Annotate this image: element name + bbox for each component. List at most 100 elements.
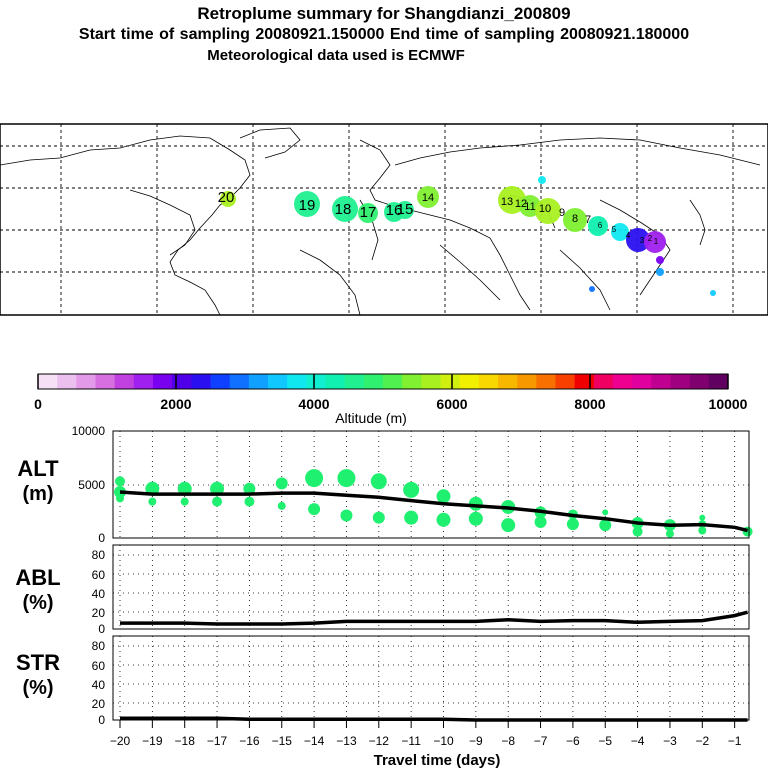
colorbar-ticks: 0 2000 4000 6000 8000 10000 [34,374,748,412]
x-tick-label: −20 [110,734,131,748]
plume-day-label: 9 [559,207,565,219]
colorbar-cell [306,374,326,389]
plume-blob [358,203,378,223]
plume-day-label: 19 [299,197,316,214]
plume-blob [332,196,358,222]
plume-blob [626,228,650,252]
alt-ytick-0: 0 [98,531,105,545]
abl-ytick-80: 80 [92,548,106,562]
colorbar-cell [555,374,576,389]
plume-blob [611,223,629,241]
x-tick-label: −18 [175,734,196,748]
plume-day-label: 6 [598,221,603,230]
colorbar-cell [536,374,556,389]
x-tick-label: −5 [598,734,612,748]
x-tick-label: −9 [469,734,483,748]
alt-dot [212,496,223,507]
alt-grid [113,431,749,538]
colorbar-cell [229,374,250,389]
alt-panel-unit: (m) [22,483,53,505]
x-tick-label: −13 [336,734,357,748]
alt-dot [277,501,286,510]
plume-blob [396,201,414,219]
str-panel: STR (%) 80 60 40 20 0 [16,635,750,727]
colorbar-tick-label: 0 [34,396,42,412]
sampling-times: Start time of sampling 20080921.150000 E… [78,26,690,43]
alt-dot [180,497,189,506]
abl-panel: ABL (%) 80 60 40 20 0 [15,544,750,636]
alt-dot [340,509,353,522]
abl-grid [113,545,749,629]
alt-ytick-10000: 10000 [72,424,106,438]
alt-dot [275,477,288,490]
str-ytick-80: 80 [92,639,106,653]
colorbar-cell [344,374,365,389]
str-panel-unit: (%) [22,677,53,699]
colorbar-cell [689,374,710,389]
colorbar-cell [248,374,269,389]
x-tick-label: −12 [369,734,390,748]
colorbar-cell [613,374,633,389]
colorbar-cell [172,374,192,389]
alt-dot [114,485,126,498]
alt-dot [468,496,483,511]
x-tick-label: −19 [142,734,163,748]
x-tick-label: −1 [728,734,742,748]
alt-dot [403,481,420,498]
colorbar-tick-label: 10000 [709,396,748,412]
alt-dot [305,469,324,488]
alt-mean-line [119,490,749,533]
plume-day-label: 20 [218,189,235,206]
colorbar-cell [708,374,729,389]
abl-ytick-60: 60 [92,568,106,582]
colorbar-cell [95,374,116,389]
str-ytick-40: 40 [92,678,106,692]
plume-day-label: 4 [626,231,631,240]
alt-dot [116,494,124,503]
colorbar-cell [498,374,518,389]
colorbar-tick-label: 8000 [574,396,605,412]
colorbar-cell [153,374,173,389]
alt-dot [632,526,643,537]
abl-ytick-40: 40 [92,587,106,601]
alt-dot [337,469,356,488]
colorbar-tick-label: 4000 [298,396,329,412]
x-tick-label: −16 [239,734,260,748]
colorbar-cell [133,374,154,389]
alt-frame [112,430,750,539]
alt-dot [602,509,609,516]
plume-blob [656,268,664,276]
colorbar-cell [593,374,614,389]
plume-blob [498,186,526,214]
colorbar-tick-label: 2000 [160,396,191,412]
alt-dot [468,511,483,526]
x-tick-label: −8 [501,734,515,748]
plume-day-label: 5 [612,225,617,234]
plume-blob [589,286,595,292]
abl-panel-unit: (%) [22,592,53,614]
plume-blob [538,176,546,184]
plume-blob [220,191,236,207]
alt-dot [404,510,419,525]
x-tick-label: −6 [566,734,580,748]
colorbar-cell [421,374,441,389]
colorbar-cell [76,374,96,389]
alt-dot [699,514,706,521]
alt-dot [436,512,451,527]
colorbar-cell [38,374,58,389]
alt-dot [244,496,255,507]
str-ytick-0: 0 [98,713,105,727]
colorbar-cell [517,374,537,389]
x-tick-label: −4 [631,734,645,748]
met-data-note: Meteorological data used is ECMWF [207,47,465,64]
colorbar-cell [574,374,595,389]
alt-dot [115,476,125,487]
plume-day-label: 17 [360,204,377,221]
plume-blob [644,231,666,253]
colorbar-cell [670,374,691,389]
colorbar-cell [287,374,307,389]
colorbar-cell [268,374,288,389]
alt-dot [148,497,157,506]
